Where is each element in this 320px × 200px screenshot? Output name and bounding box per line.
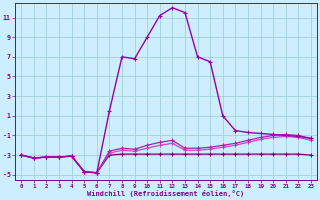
X-axis label: Windchill (Refroidissement éolien,°C): Windchill (Refroidissement éolien,°C) [87, 190, 245, 197]
